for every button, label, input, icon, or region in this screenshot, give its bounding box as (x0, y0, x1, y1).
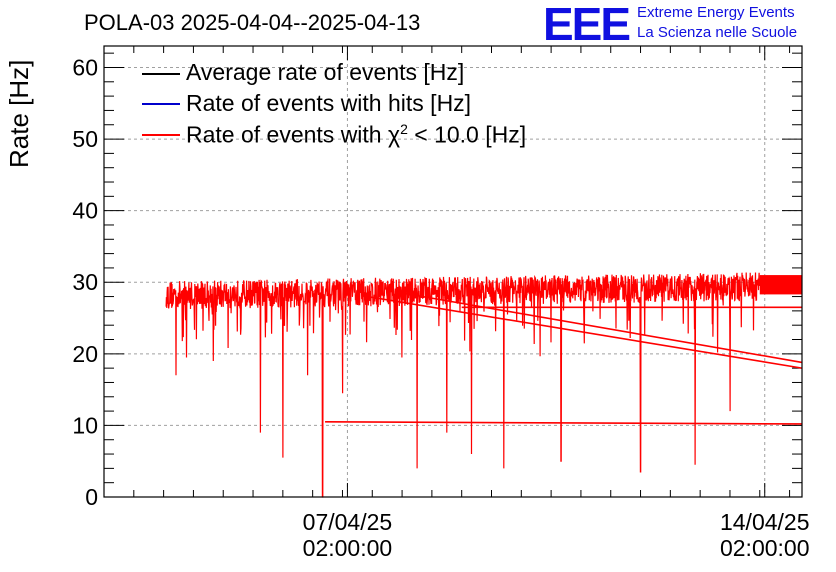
y-tick-label: 30 (72, 269, 98, 295)
chart-title: POLA-03 2025-04-04--2025-04-13 (84, 10, 421, 35)
x-tick-label-time: 02:00:00 (720, 535, 810, 561)
legend-label-chi2: Rate of events with χ2 < 10.0 [Hz] (186, 121, 527, 148)
logo-line-1: Extreme Energy Events (637, 4, 795, 21)
x-tick-label-time: 02:00:00 (303, 535, 393, 561)
plot-frame (103, 45, 803, 498)
series-chi2-line (165, 272, 761, 498)
legend-label-hits: Rate of events with hits [Hz] (186, 90, 472, 116)
series-chi2-connector (401, 292, 803, 364)
y-tick-label: 0 (85, 484, 98, 510)
legend-label-average: Average rate of events [Hz] (186, 59, 465, 85)
eee-logo: EEE (543, 0, 631, 50)
legend-superscript: 2 (400, 121, 408, 137)
y-tick-label: 60 (72, 54, 98, 80)
y-axis-label: Rate [Hz] (4, 59, 34, 168)
y-tick-label: 40 (72, 198, 98, 224)
y-tick-label: 50 (72, 126, 98, 152)
x-tick-label-date: 07/04/25 (303, 509, 393, 535)
series-chi2-band (759, 275, 802, 295)
y-tick-label: 10 (72, 412, 98, 438)
x-tick-label-date: 14/04/25 (720, 509, 810, 535)
series-chi2-connector (367, 295, 803, 369)
logo-line-2: La Scienza nelle Scuole (637, 24, 798, 41)
y-tick-label: 20 (72, 341, 98, 367)
series-chi2-connector (325, 421, 803, 425)
